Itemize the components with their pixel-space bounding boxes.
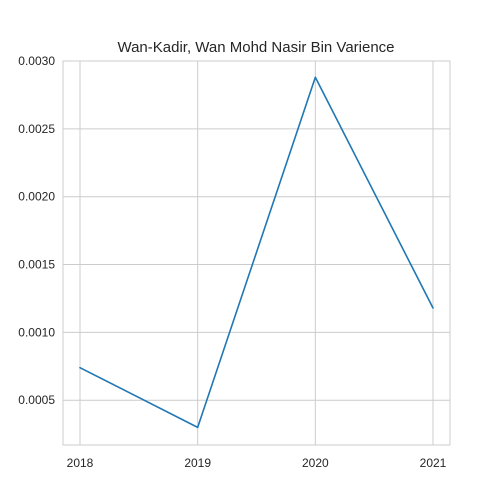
y-axis-ticks: 0.0005 0.0010 0.0015 0.0020 0.0025 0.0030: [18, 54, 55, 407]
plot-frame: [62, 60, 451, 446]
x-tick-label: 2018: [67, 456, 94, 470]
x-tick-label: 2019: [184, 456, 211, 470]
x-tick-label: 2020: [302, 456, 329, 470]
x-tick-label: 2021: [420, 456, 447, 470]
y-tick-label: 0.0005: [18, 393, 55, 407]
y-tick-label: 0.0015: [18, 258, 55, 272]
y-tick-label: 0.0020: [18, 190, 55, 204]
chart-title: Wan-Kadir, Wan Mohd Nasir Bin Varience: [117, 39, 394, 56]
y-tick-label: 0.0025: [18, 122, 55, 136]
x-axis-ticks: 2018 2019 2020 2021: [67, 456, 447, 470]
series-layer: [79, 76, 434, 429]
series-line: [79, 76, 434, 429]
y-tick-label: 0.0030: [18, 54, 55, 68]
y-tick-label: 0.0010: [18, 325, 55, 339]
